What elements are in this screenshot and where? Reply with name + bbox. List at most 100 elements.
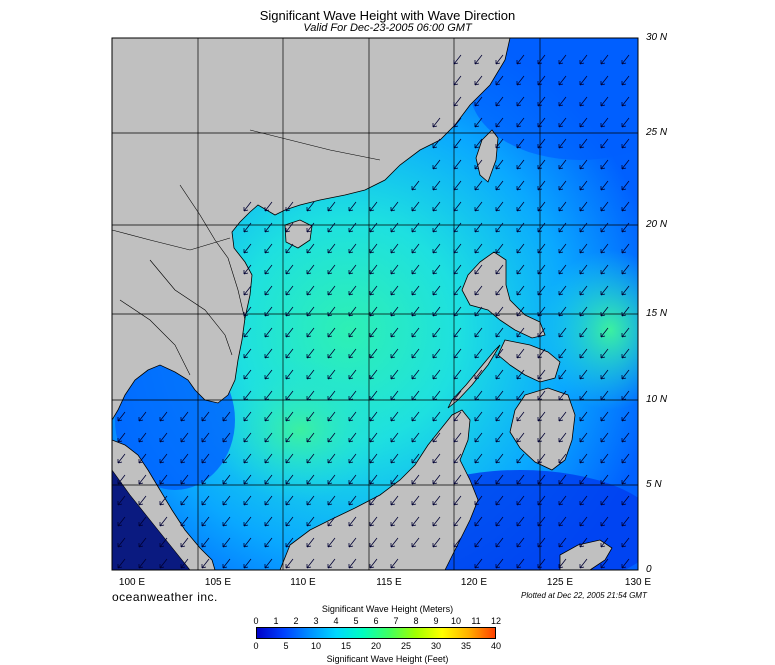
direction-arrow xyxy=(558,390,567,401)
direction-arrow xyxy=(411,432,420,443)
direction-arrow xyxy=(558,180,567,191)
direction-arrow xyxy=(348,264,357,275)
direction-arrow xyxy=(453,306,462,317)
direction-arrow xyxy=(390,516,399,527)
direction-arrow xyxy=(558,411,567,422)
feet-tick: 0 xyxy=(253,641,259,651)
direction-arrow xyxy=(558,285,567,296)
direction-arrow xyxy=(180,474,189,485)
direction-arrow xyxy=(285,264,294,275)
direction-arrow xyxy=(432,369,441,380)
direction-arrow xyxy=(432,327,441,338)
direction-arrow xyxy=(327,348,336,359)
direction-arrow xyxy=(306,243,315,254)
direction-arrow xyxy=(579,285,588,296)
direction-arrow xyxy=(327,243,336,254)
direction-arrow xyxy=(453,474,462,485)
direction-arrow xyxy=(621,264,630,275)
direction-arrow xyxy=(201,432,210,443)
direction-arrow xyxy=(411,348,420,359)
direction-arrow xyxy=(138,411,147,422)
direction-arrow xyxy=(222,516,231,527)
direction-arrow xyxy=(537,96,546,107)
direction-arrow xyxy=(369,558,378,569)
direction-arrow xyxy=(285,201,294,212)
direction-arrow xyxy=(264,348,273,359)
direction-arrow xyxy=(600,75,609,86)
direction-arrow xyxy=(348,516,357,527)
direction-arrow xyxy=(411,306,420,317)
direction-arrow xyxy=(285,285,294,296)
direction-arrow xyxy=(579,159,588,170)
direction-arrow xyxy=(453,222,462,233)
direction-arrow xyxy=(159,537,168,548)
direction-arrow xyxy=(474,474,483,485)
direction-arrow xyxy=(516,327,525,338)
direction-arrow xyxy=(369,390,378,401)
direction-arrow xyxy=(432,453,441,464)
meter-tick: 5 xyxy=(353,616,359,626)
direction-arrow xyxy=(600,369,609,380)
direction-arrow xyxy=(621,54,630,65)
direction-arrow xyxy=(264,201,273,212)
direction-arrow xyxy=(516,138,525,149)
direction-arrow xyxy=(369,243,378,254)
direction-arrow xyxy=(516,348,525,359)
direction-arrow xyxy=(516,369,525,380)
meter-tick: 4 xyxy=(333,616,339,626)
direction-arrow xyxy=(117,516,126,527)
direction-arrow xyxy=(348,243,357,254)
direction-arrow xyxy=(411,285,420,296)
direction-arrow xyxy=(558,537,567,548)
direction-arrow xyxy=(579,348,588,359)
direction-arrow xyxy=(390,474,399,485)
direction-arrow xyxy=(453,285,462,296)
direction-arrow xyxy=(495,285,504,296)
direction-arrow xyxy=(579,537,588,548)
direction-arrow xyxy=(537,117,546,128)
meter-tick: 10 xyxy=(450,616,461,626)
direction-arrow xyxy=(453,495,462,506)
direction-arrow xyxy=(537,54,546,65)
direction-arrow xyxy=(453,75,462,86)
direction-arrow xyxy=(495,306,504,317)
direction-arrow xyxy=(138,537,147,548)
direction-arrow xyxy=(516,201,525,212)
direction-arrow xyxy=(432,495,441,506)
direction-arrow xyxy=(369,453,378,464)
direction-arrow xyxy=(516,474,525,485)
direction-arrow xyxy=(453,516,462,527)
direction-arrow xyxy=(390,222,399,233)
direction-arrow xyxy=(537,558,546,569)
direction-arrow xyxy=(600,348,609,359)
direction-arrow xyxy=(579,264,588,275)
direction-arrow xyxy=(264,495,273,506)
direction-arrow xyxy=(495,264,504,275)
direction-arrow xyxy=(327,327,336,338)
direction-arrow xyxy=(138,453,147,464)
lon-label: 125 E xyxy=(546,577,574,588)
direction-arrow xyxy=(579,453,588,464)
country-borders xyxy=(112,129,381,376)
direction-arrow xyxy=(600,180,609,191)
direction-arrow xyxy=(621,180,630,191)
lon-label: 120 E xyxy=(460,577,488,588)
direction-arrow xyxy=(243,516,252,527)
direction-arrow xyxy=(453,264,462,275)
feet-tick: 40 xyxy=(490,641,501,651)
direction-arrow xyxy=(390,348,399,359)
direction-arrow xyxy=(138,432,147,443)
lat-label: 20 N xyxy=(646,219,668,230)
direction-arrow xyxy=(432,432,441,443)
direction-arrow xyxy=(432,537,441,548)
direction-arrow xyxy=(600,243,609,254)
direction-arrow xyxy=(159,474,168,485)
direction-arrow xyxy=(390,432,399,443)
direction-arrow xyxy=(579,201,588,212)
land-taiwan xyxy=(475,129,499,183)
direction-arrow xyxy=(600,222,609,233)
direction-arrow xyxy=(411,243,420,254)
direction-arrow xyxy=(222,432,231,443)
direction-arrow xyxy=(453,390,462,401)
direction-arrow xyxy=(495,117,504,128)
